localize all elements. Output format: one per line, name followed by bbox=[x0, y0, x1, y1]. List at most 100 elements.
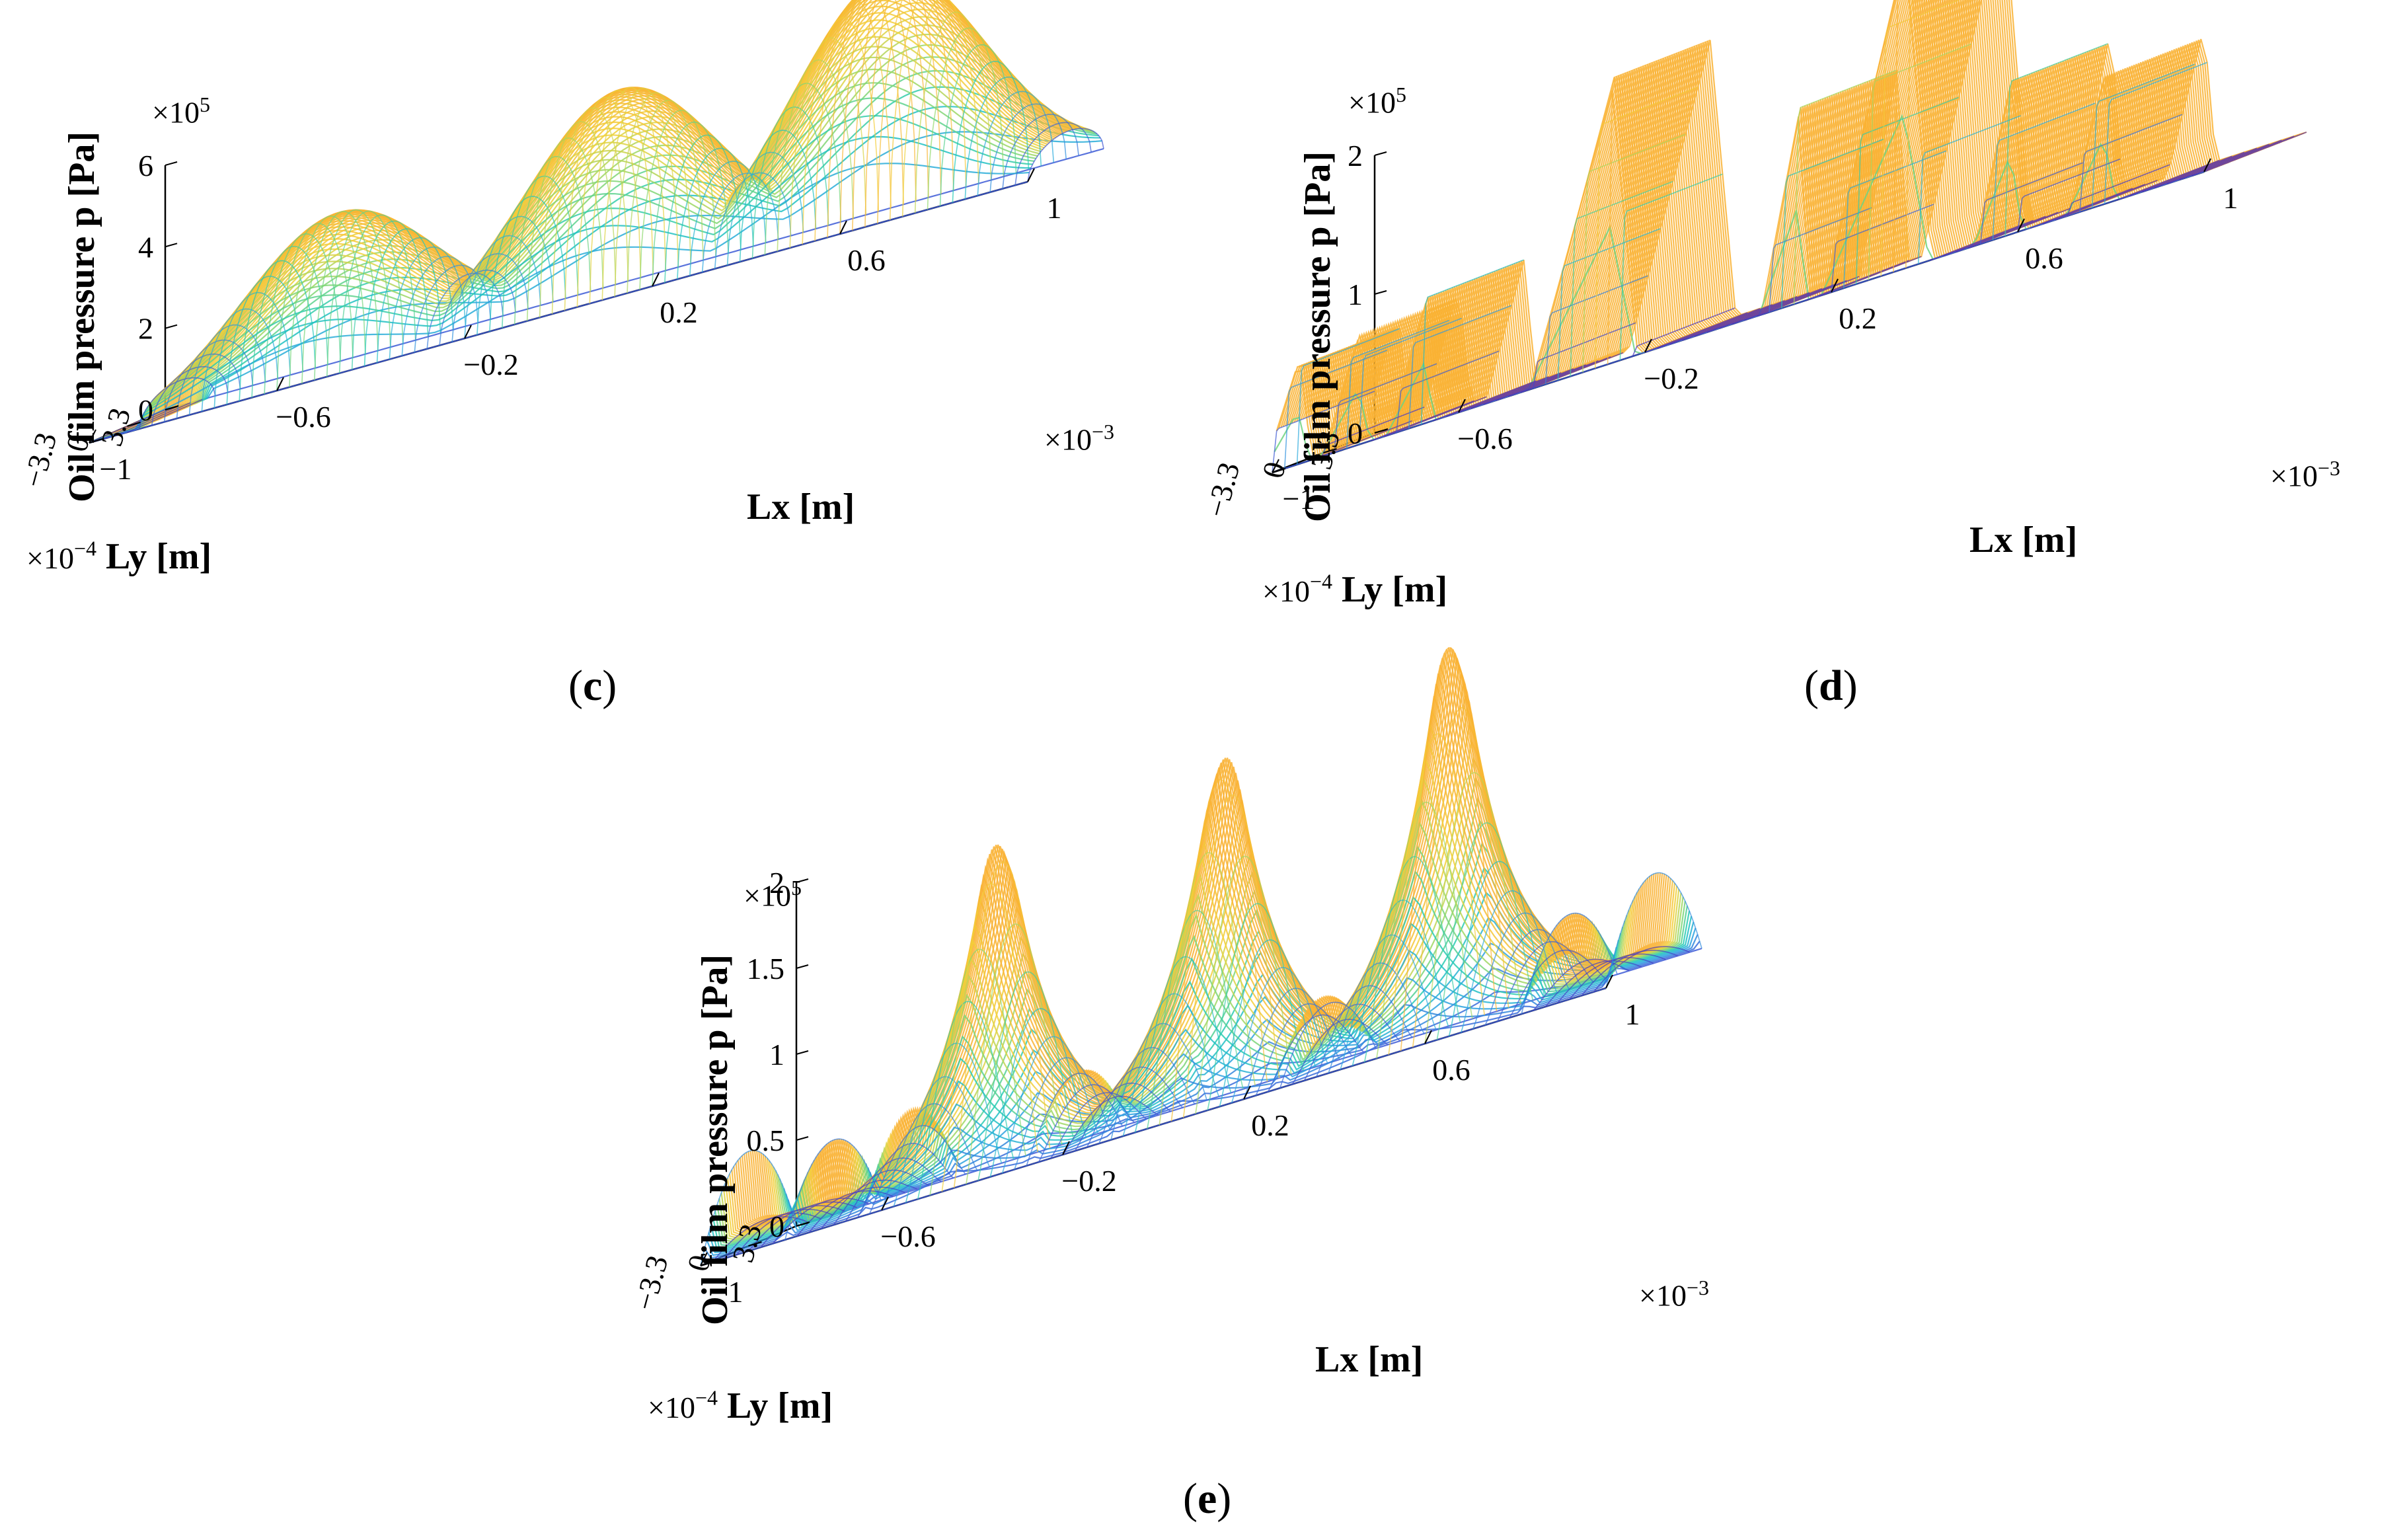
surface-line bbox=[1388, 733, 1485, 1055]
x-tick-label: −1 bbox=[1283, 482, 1315, 516]
x-tick-label: 0.2 bbox=[1251, 1108, 1289, 1142]
x-axis-label: Lx [m] bbox=[1969, 520, 2078, 560]
z-tick-mark bbox=[796, 1136, 809, 1141]
surface-line bbox=[1026, 1073, 1123, 1167]
z-scale-factor: ×105 bbox=[1348, 83, 1406, 120]
x-tick-label: −1 bbox=[100, 452, 132, 486]
surface-line bbox=[147, 2, 1086, 419]
surface-line bbox=[1195, 855, 1292, 1114]
z-tick-mark bbox=[1374, 429, 1387, 434]
surface-line bbox=[736, 1208, 833, 1255]
surface-line bbox=[118, 0, 1058, 431]
surface-line bbox=[977, 91, 1055, 196]
surface-line bbox=[794, 941, 1700, 1224]
surface-line bbox=[1086, 1066, 1184, 1148]
surface-line bbox=[1448, 861, 1546, 1036]
surface-line bbox=[102, 46, 1042, 438]
surface-line bbox=[1595, 87, 1698, 369]
surface-line bbox=[1074, 1082, 1171, 1151]
z-tick-label: 0 bbox=[1348, 416, 1363, 450]
surface-line bbox=[1496, 941, 1594, 1022]
surface-line bbox=[614, 92, 691, 297]
surface-line bbox=[700, 1149, 797, 1266]
surface-line bbox=[1533, 958, 1630, 1011]
surface-line bbox=[1420, 259, 1524, 425]
surface-line bbox=[1769, 207, 1872, 313]
surface-line bbox=[1408, 305, 1512, 429]
surface-line bbox=[777, 59, 855, 252]
surface-line bbox=[952, 60, 1030, 203]
panel-d: −1 −0.6 −0.2 0.2 0.6 1 3.3 0 −3.3 0 1 2 Oil film pr… bbox=[1200, 0, 2403, 727]
x-tick-mark bbox=[652, 272, 660, 287]
surface-line bbox=[134, 0, 1073, 424]
surface-line bbox=[1781, 138, 1885, 309]
surface-line bbox=[301, 211, 379, 384]
surface-line bbox=[314, 209, 391, 381]
surface-line bbox=[477, 215, 554, 335]
surface-line bbox=[700, 987, 1607, 1267]
surface-line bbox=[758, 664, 1665, 1219]
surface-line bbox=[91, 163, 1030, 443]
y-tick-mark bbox=[700, 1261, 714, 1266]
z-tick-label: 0 bbox=[138, 393, 153, 427]
surface-line bbox=[689, 161, 767, 276]
surface-line bbox=[1507, 356, 1611, 397]
surface-line bbox=[2117, 159, 2220, 201]
surface-line bbox=[1346, 319, 1450, 449]
z-tick-label: 6 bbox=[138, 149, 153, 182]
surface-line bbox=[760, 1201, 857, 1248]
surface-line bbox=[1170, 779, 1268, 1122]
x-tick-mark bbox=[1272, 459, 1279, 473]
x-tick-label: 1 bbox=[2223, 181, 2238, 215]
z-tick-label: 0 bbox=[769, 1210, 784, 1243]
surface-line bbox=[941, 883, 1039, 1192]
surface-line bbox=[857, 1143, 954, 1218]
surface-line bbox=[939, 44, 1017, 206]
surface-line bbox=[1545, 960, 1642, 1007]
surface-line bbox=[1182, 794, 1280, 1118]
x-tick-mark bbox=[464, 325, 472, 339]
surface-line bbox=[718, 821, 1626, 1243]
surface-line bbox=[1207, 903, 1304, 1110]
surface-line bbox=[1694, 295, 1798, 337]
x-tick-mark bbox=[839, 220, 847, 235]
z-tick-label: 1 bbox=[769, 1038, 784, 1071]
surface-line bbox=[714, 870, 1622, 1247]
surface-line bbox=[401, 256, 479, 356]
surface-line bbox=[1014, 122, 1092, 186]
x-axis-label: Lx [m] bbox=[1315, 1339, 1424, 1380]
x-tick-label: −1 bbox=[711, 1275, 744, 1309]
surface-line bbox=[1930, 219, 2034, 261]
surface-line bbox=[1458, 372, 1562, 413]
surface-line bbox=[464, 235, 541, 339]
x-scale-factor: ×10−3 bbox=[1639, 1276, 1709, 1313]
surface-line bbox=[138, 0, 1078, 422]
surface-line bbox=[115, 0, 1055, 432]
surface-line bbox=[868, 1125, 966, 1214]
surface-line bbox=[739, 130, 817, 262]
z-tick-label: 2 bbox=[769, 866, 784, 900]
surface-line bbox=[1979, 162, 2083, 245]
surface-line bbox=[351, 220, 429, 370]
surface-line bbox=[226, 276, 304, 405]
surface-line bbox=[201, 308, 279, 412]
x-tick-label: 0.2 bbox=[1839, 301, 1877, 335]
surface-line bbox=[821, 1179, 918, 1229]
y-tick-mark bbox=[1272, 468, 1286, 473]
surface-line bbox=[1756, 276, 1860, 317]
surface-line bbox=[105, 27, 1045, 437]
surface-line bbox=[1396, 350, 1500, 433]
surface-line bbox=[710, 922, 1617, 1251]
y-tick-label: −3.3 bbox=[17, 429, 63, 491]
x-tick-mark bbox=[1027, 168, 1035, 182]
surface-line bbox=[1062, 1095, 1159, 1155]
surface-line bbox=[2166, 143, 2270, 184]
surface-line bbox=[564, 96, 642, 311]
surface-line bbox=[1818, 256, 1922, 297]
surface-line bbox=[188, 324, 266, 415]
x-tick-label: −0.2 bbox=[463, 348, 518, 381]
z-tick-label: 0.5 bbox=[747, 1124, 785, 1157]
z-tick-label: 2 bbox=[138, 312, 153, 346]
z-tick-mark bbox=[165, 406, 178, 410]
surface-line bbox=[852, 0, 929, 231]
